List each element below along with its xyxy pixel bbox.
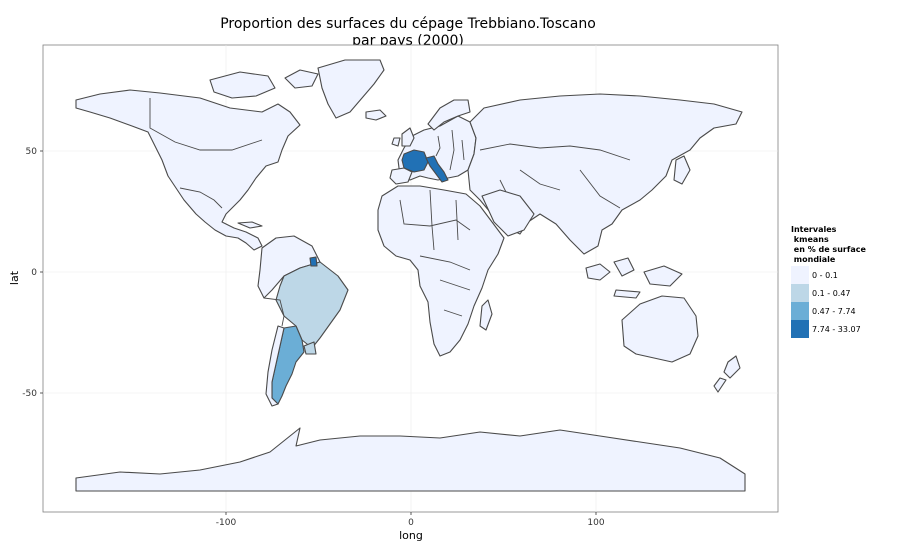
border-south-america: [263, 297, 285, 327]
border-us-canada: [149, 98, 263, 151]
legend-title-line: kmeans: [791, 235, 829, 244]
border-europe: [435, 129, 465, 171]
x-tick-label: 100: [587, 518, 604, 528]
y-tick-label: -50: [22, 389, 37, 399]
region-greenland: [317, 59, 385, 119]
y-tick-label: 0: [31, 268, 37, 278]
legend-title-line: Intervales: [791, 225, 837, 234]
legend-title-line: mondiale: [791, 255, 836, 264]
region-africa: [377, 185, 505, 357]
region-canadian-arctic: [209, 69, 319, 99]
legend-title-line: en % de surface: [791, 245, 866, 254]
chart-title: Proportion des surfaces du cépage Trebbi…: [220, 16, 596, 32]
region-british-isles: [391, 127, 415, 147]
legend-label: 0.47 - 7.74: [812, 307, 856, 316]
region-cuba: [237, 221, 263, 229]
region-new-zealand: [713, 355, 741, 393]
region-french-guiana: [309, 256, 318, 267]
border-us-mexico: [179, 187, 223, 209]
legend-swatch: [791, 320, 809, 338]
region-madagascar: [479, 299, 493, 331]
legend-swatch: [791, 302, 809, 320]
legend: Intervales kmeans en % de surface mondia…: [791, 225, 866, 338]
region-asia: [467, 93, 743, 255]
x-axis: -100 0 100 long: [216, 512, 605, 542]
y-axis-title: lat: [8, 270, 21, 285]
world-map: [75, 59, 746, 492]
region-iberia: [389, 167, 413, 185]
y-tick-label: 50: [26, 147, 38, 157]
legend-swatch: [791, 284, 809, 302]
legend-label: 0 - 0.1: [812, 271, 838, 280]
region-australia: [621, 295, 699, 363]
x-tick-label: -100: [216, 518, 237, 528]
region-north-america: [75, 89, 301, 251]
legend-swatch: [791, 266, 809, 284]
region-antarctica: [75, 427, 746, 492]
region-chile: [265, 325, 285, 407]
legend-label: 7.74 - 33.07: [812, 325, 861, 334]
border-asia: [479, 143, 631, 209]
region-japan: [673, 155, 691, 185]
x-tick-label: 0: [408, 518, 414, 528]
region-scandinavia: [427, 99, 471, 131]
region-france: [401, 149, 429, 173]
y-axis: 50 0 -50 lat: [8, 147, 43, 399]
region-iceland: [365, 109, 387, 121]
region-arabia: [481, 189, 535, 237]
region-uruguay: [303, 341, 317, 355]
region-brazil: [275, 261, 349, 349]
x-axis-title: long: [399, 529, 423, 542]
region-italy: [425, 155, 449, 183]
region-se-asia-islands: [585, 257, 683, 299]
legend-label: 0.1 - 0.47: [812, 289, 851, 298]
border-africa: [399, 189, 471, 317]
